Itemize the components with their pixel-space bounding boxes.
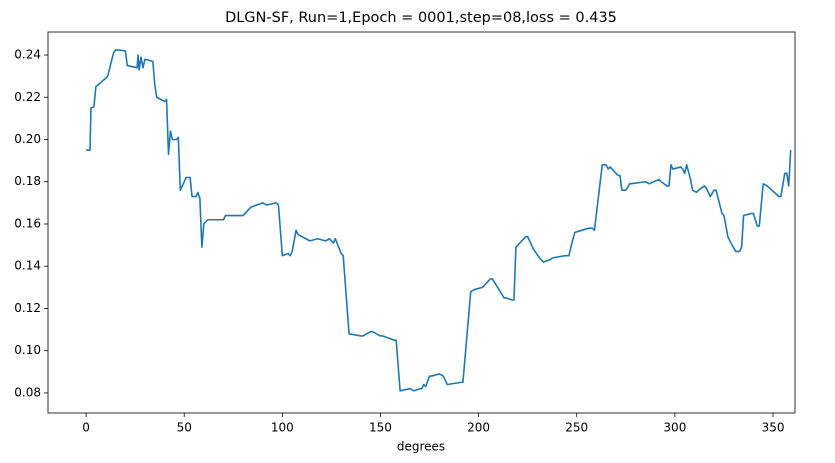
y-tick-label: 0.14 [14,259,41,273]
x-tick-label: 150 [369,421,392,435]
y-tick-label: 0.24 [14,48,41,62]
y-tick-label: 0.18 [14,174,41,188]
line-series [86,48,792,392]
x-tick-label: 250 [565,421,588,435]
plot-frame [47,31,796,414]
x-tick-label: 0 [82,421,90,435]
x-tick-label: 350 [762,421,785,435]
y-tick-label: 0.10 [14,343,41,357]
y-tick-label: 0.08 [14,385,41,399]
x-tick-label: 200 [467,421,490,435]
y-tick-label: 0.12 [14,301,41,315]
chart-title: DLGN-SF, Run=1,Epoch = 0001,step=08,loss… [225,10,617,26]
x-tick-label: 50 [177,421,192,435]
x-tick-label: 300 [663,421,686,435]
y-tick-label: 0.16 [14,216,41,230]
y-tick-label: 0.22 [14,90,41,104]
x-tick-label: 100 [271,421,294,435]
x-axis-label: degrees [397,440,445,454]
y-tick-label: 0.20 [14,132,41,146]
